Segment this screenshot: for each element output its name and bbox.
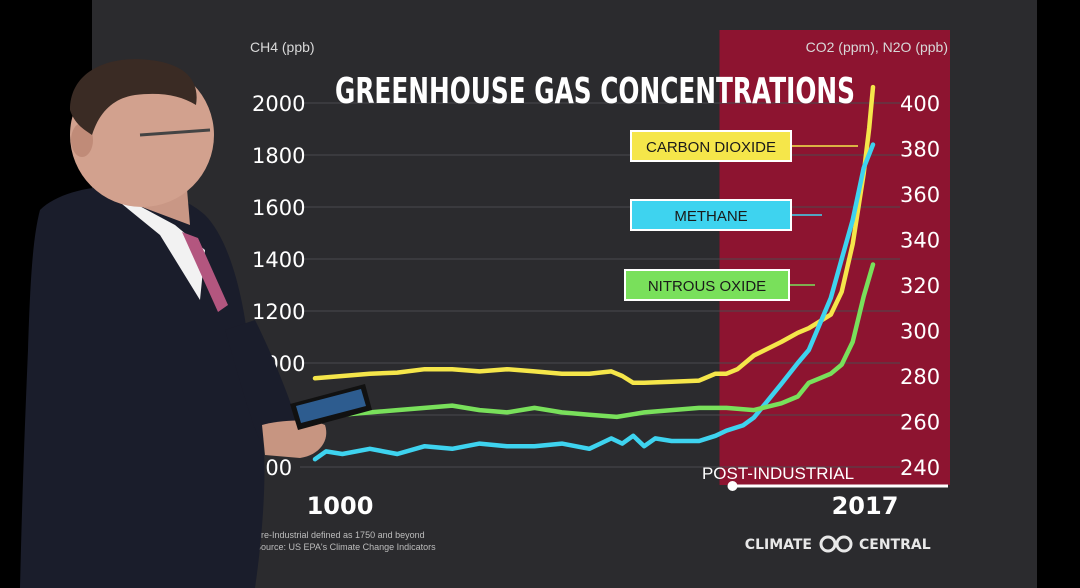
legend-callout-carbon-dioxide: CARBON DIOXIDE	[630, 130, 858, 162]
presenter-hand	[262, 420, 327, 458]
left-tick-label: 1400	[252, 248, 305, 272]
brand-ring-icon	[819, 535, 837, 553]
series-line-nitrous-oxide	[312, 262, 876, 420]
right-tick-label: 320	[900, 274, 940, 298]
right-pillar	[1037, 0, 1080, 588]
series-lines	[312, 84, 876, 462]
note-source: Source: US EPA's Climate Change Indicato…	[255, 542, 436, 552]
series-label: NITROUS OXIDE	[648, 278, 766, 295]
brand-left-word: CLIMATE	[745, 537, 812, 553]
callout-box	[630, 130, 792, 162]
presenter	[20, 59, 372, 588]
legend-callout-methane: METHANE	[630, 199, 822, 231]
note-definition: Pre-Industrial defined as 1750 and beyon…	[255, 530, 425, 540]
post-industrial-marker: POST-INDUSTRIAL	[702, 464, 948, 491]
left-tick-label: 1600	[252, 196, 305, 220]
right-tick-label: 280	[900, 365, 940, 389]
series-line-methane	[312, 142, 876, 462]
right-tick-label: 300	[900, 320, 940, 344]
series-labels: CARBON DIOXIDE METHANE NITROUS OXIDE	[624, 130, 858, 301]
tablet-device[interactable]	[290, 384, 372, 430]
callout-box	[630, 199, 792, 231]
right-tick-label: 340	[900, 229, 940, 253]
left-tick-label: 1200	[252, 300, 305, 324]
x-label-start: 1000	[307, 492, 374, 520]
series-label: METHANE	[674, 208, 747, 225]
tablet-screen	[296, 389, 366, 423]
left-tick-label: 1800	[252, 144, 305, 168]
left-pillar	[0, 0, 20, 588]
presenter-arm	[225, 320, 300, 440]
right-tick-label: 380	[900, 138, 940, 162]
series-line-carbon-dioxide	[312, 84, 876, 386]
legend-callout-nitrous-oxide: NITROUS OXIDE	[624, 269, 815, 301]
x-label-end: 2017	[832, 492, 899, 520]
glasses-icon	[139, 128, 211, 137]
series-label: CARBON DIOXIDE	[646, 139, 776, 156]
right-tick-labels: 400 380 360 340 320 300 280 260 240	[900, 92, 940, 480]
climate-central-logo: CLIMATE CENTRAL	[745, 535, 931, 553]
presenter-suit	[20, 186, 265, 588]
left-axis-label: CH4 (ppb)	[250, 39, 315, 55]
right-axis-label: CO2 (ppm), N2O (ppb)	[806, 39, 948, 55]
brand-right-word: CENTRAL	[859, 537, 931, 553]
left-tick-labels: 200018001600140012001000800600	[252, 92, 305, 480]
right-tick-label: 260	[900, 411, 940, 435]
callout-box	[624, 269, 790, 301]
presenter-hair	[70, 59, 197, 136]
presenter-shirt	[95, 182, 205, 300]
post-industrial-label: POST-INDUSTRIAL	[702, 464, 854, 483]
chart-title: GREENHOUSE GAS CONCENTRATIONS	[335, 71, 855, 112]
left-tick-label: 2000	[252, 92, 305, 116]
right-tick-label: 240	[900, 456, 940, 480]
post-industrial-dot	[727, 481, 738, 491]
brand-ring-icon	[835, 535, 853, 553]
presenter-tie	[182, 232, 228, 312]
right-tick-label: 360	[900, 183, 940, 207]
right-tick-label: 400	[900, 92, 940, 116]
